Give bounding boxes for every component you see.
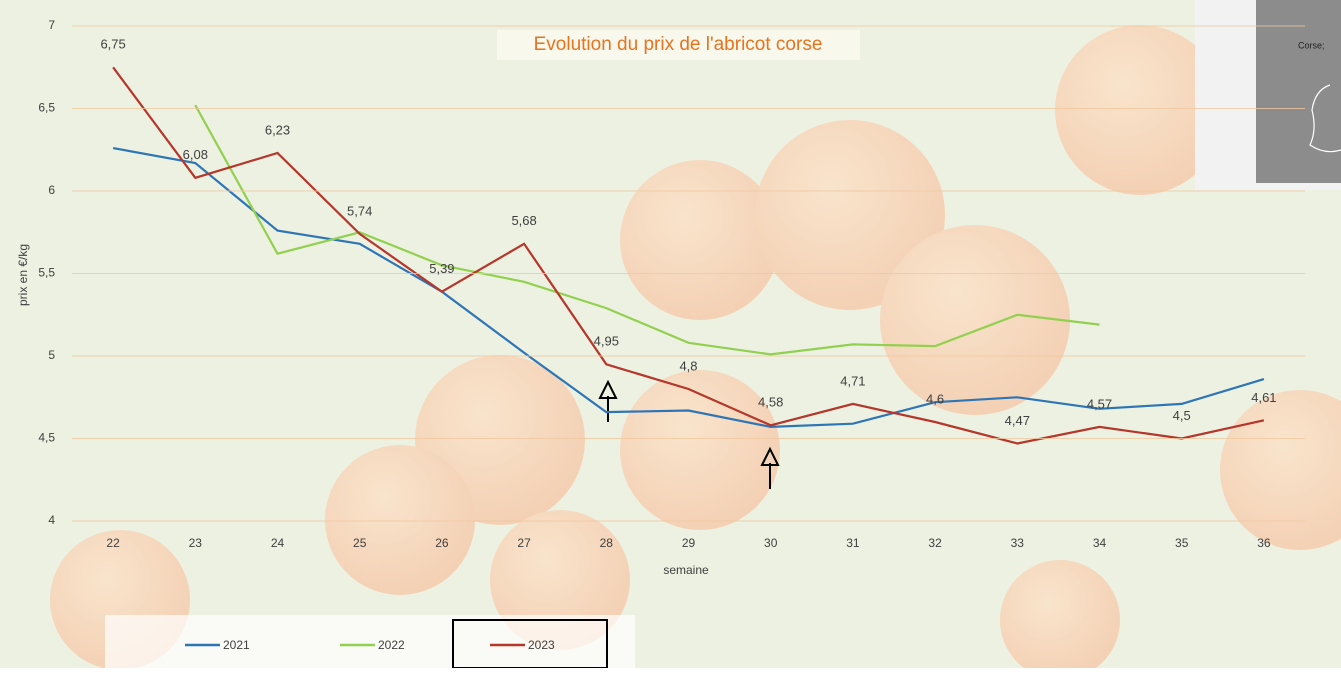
x-tick-label: 32 [928, 536, 942, 550]
data-label: 6,75 [100, 37, 125, 52]
y-tick-label: 4,5 [38, 431, 55, 445]
y-tick-label: 6,5 [38, 101, 55, 115]
x-tick-label: 25 [353, 536, 367, 550]
y-tick-label: 6 [48, 183, 55, 197]
y-tick-label: 5,5 [38, 266, 55, 280]
x-tick-label: 33 [1011, 536, 1025, 550]
data-label: 4,6 [926, 391, 944, 406]
x-tick-label: 34 [1093, 536, 1107, 550]
x-tick-label: 22 [106, 536, 120, 550]
x-tick-label: 35 [1175, 536, 1189, 550]
data-label: 4,71 [840, 373, 865, 388]
data-label: 4,61 [1251, 390, 1276, 405]
y-axis-title: prix en €/kg [16, 244, 30, 306]
legend-label: 2021 [223, 638, 250, 652]
data-label: 5,74 [347, 203, 372, 218]
x-tick-label: 30 [764, 536, 778, 550]
x-tick-label: 27 [517, 536, 531, 550]
data-label: 4,95 [594, 334, 619, 349]
data-label: 4,5 [1173, 408, 1191, 423]
x-tick-label: 29 [682, 536, 696, 550]
data-label: 6,23 [265, 122, 290, 137]
x-tick-label: 24 [271, 536, 285, 550]
y-tick-label: 4 [48, 513, 55, 527]
data-label: 5,39 [429, 261, 454, 276]
data-label: 5,68 [511, 213, 536, 228]
data-label: 6,08 [183, 147, 208, 162]
legend-box [105, 615, 635, 668]
x-tick-label: 36 [1257, 536, 1271, 550]
legend-label: 2023 [528, 638, 555, 652]
data-label: 4,47 [1005, 413, 1030, 428]
inset-label: Corse; [1298, 40, 1325, 50]
chart: Corse; Evolution du prix de l'abricot co… [0, 0, 1341, 668]
x-tick-label: 23 [189, 536, 203, 550]
data-label: 4,58 [758, 395, 783, 410]
page: {"chart_data": {"type": "line", "title":… [0, 0, 1341, 668]
x-tick-label: 28 [600, 536, 614, 550]
x-tick-label: 31 [846, 536, 860, 550]
x-tick-label: 26 [435, 536, 449, 550]
y-tick-label: 7 [48, 18, 55, 32]
legend-label: 2022 [378, 638, 405, 652]
inset-map: Corse; [1195, 0, 1341, 190]
y-tick-label: 5 [48, 348, 55, 362]
data-label: 4,57 [1087, 396, 1112, 411]
data-label: 4,8 [679, 358, 697, 373]
chart-title: Evolution du prix de l'abricot corse [534, 34, 823, 55]
x-axis-title: semaine [663, 563, 709, 577]
